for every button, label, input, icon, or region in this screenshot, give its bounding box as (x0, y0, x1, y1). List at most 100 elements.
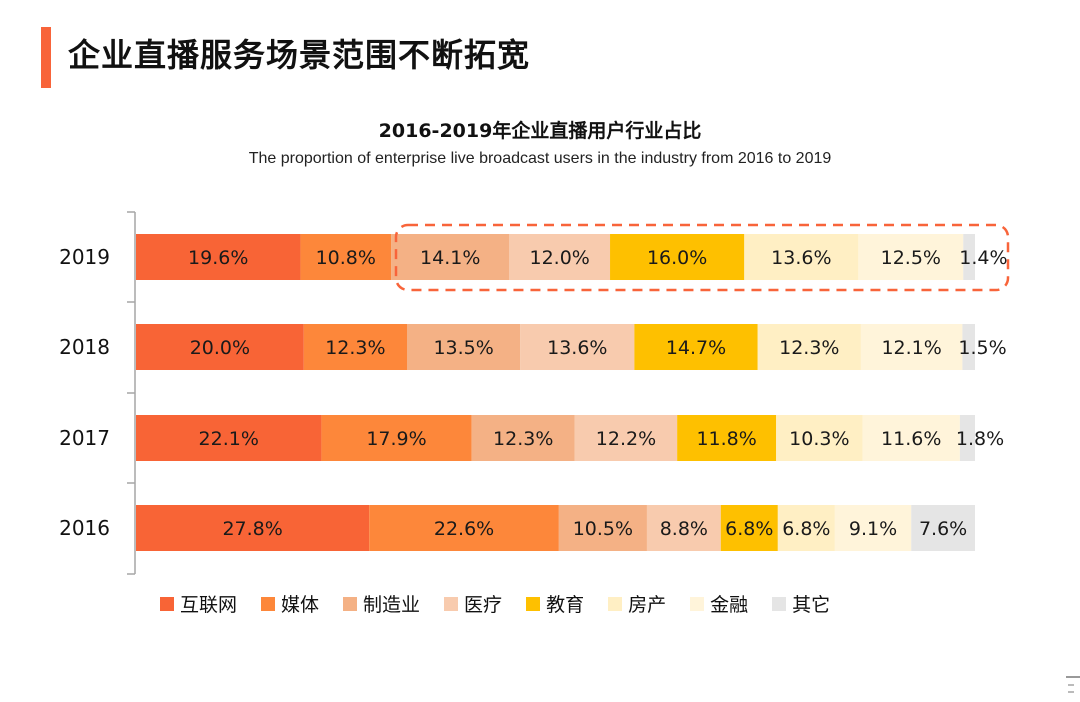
bar-segment-2018-1 (303, 324, 407, 370)
legend-label: 互联网 (180, 594, 238, 616)
legend-swatch (261, 596, 276, 611)
legend-label: 教育 (546, 594, 585, 616)
data-label-2019-7: 1.4% (959, 247, 1007, 269)
bar-segment-2017-3 (574, 415, 678, 461)
legend-item: 互联网 (160, 590, 237, 617)
legend-swatch (772, 596, 787, 611)
bar-segment-2016-4 (720, 505, 778, 551)
bar-segment-2018-2 (406, 324, 521, 370)
bar-segment-2017-6 (862, 415, 960, 461)
legend-label: 其它 (792, 594, 831, 616)
bar-segment-2017-0 (136, 415, 322, 461)
data-label-2019-3: 12.0% (530, 247, 590, 269)
bar-segment-2018-0 (136, 324, 304, 370)
data-label-2019-5: 13.6% (771, 247, 831, 269)
legend-item: 制造业 (343, 590, 420, 617)
data-label-2018-3: 13.6% (547, 337, 607, 359)
bar-segment-2019-1 (300, 234, 392, 280)
chart-subtitle: The proportion of enterprise live broadc… (248, 150, 832, 167)
data-label-2018-0: 20.0% (190, 337, 250, 359)
data-label-2018-7: 1.5% (958, 337, 1006, 359)
data-label-2018-6: 12.1% (881, 337, 941, 359)
data-label-2018-4: 14.7% (666, 337, 726, 359)
data-label-2019-2: 14.1% (420, 247, 480, 269)
data-label-2017-4: 11.8% (696, 428, 756, 450)
chart-title: 2016-2019年企业直播用户行业占比 (378, 120, 702, 142)
bar-segment-2019-0 (136, 234, 301, 280)
data-label-2019-0: 19.6% (188, 247, 248, 269)
legend-item: 金融 (690, 590, 748, 617)
category-label-2019: 2019 (59, 245, 110, 269)
data-label-2017-3: 12.2% (596, 428, 656, 450)
legend-item: 媒体 (261, 590, 319, 617)
legend-swatch (343, 596, 358, 611)
bar-segment-2019-6 (858, 234, 964, 280)
bar-segment-2016-6 (834, 505, 912, 551)
bar-segment-2019-3 (509, 234, 611, 280)
bar-segment-2016-5 (777, 505, 835, 551)
legend-label: 医疗 (464, 594, 503, 616)
legend-label: 金融 (710, 594, 749, 616)
corner-decoration (1066, 676, 1080, 678)
legend-item: 教育 (526, 590, 584, 617)
bar-segment-2017-7 (959, 415, 975, 461)
bar-segment-2017-4 (677, 415, 777, 461)
data-label-2018-2: 13.5% (433, 337, 493, 359)
legend-swatch (444, 596, 459, 611)
category-label-2017: 2017 (59, 426, 110, 450)
bar-segment-2018-5 (757, 324, 861, 370)
legend-swatch (526, 596, 541, 611)
bar-segment-2019-2 (391, 234, 510, 280)
bar-segment-2016-0 (136, 505, 370, 551)
bar-segment-2019-7 (963, 234, 975, 280)
bar-segment-2016-2 (558, 505, 647, 551)
legend-label: 制造业 (363, 594, 421, 616)
data-label-2018-5: 12.3% (779, 337, 839, 359)
category-label-2016: 2016 (59, 516, 110, 540)
data-label-2016-5: 6.8% (782, 518, 830, 540)
data-label-2017-1: 17.9% (366, 428, 426, 450)
bar-segment-2016-3 (646, 505, 721, 551)
data-label-2019-4: 16.0% (647, 247, 707, 269)
data-label-2017-2: 12.3% (493, 428, 553, 450)
legend-item: 其它 (772, 590, 830, 617)
bar-segment-2019-5 (744, 234, 859, 280)
bar-segment-2016-1 (369, 505, 559, 551)
legend-item: 医疗 (444, 590, 502, 617)
data-label-2016-3: 8.8% (660, 518, 708, 540)
bar-segment-2016-7 (911, 505, 975, 551)
data-label-2016-4: 6.8% (725, 518, 773, 540)
bar-segment-2017-5 (776, 415, 863, 461)
data-label-2016-6: 9.1% (849, 518, 897, 540)
category-label-2018: 2018 (59, 335, 110, 359)
data-label-2016-0: 27.8% (222, 518, 282, 540)
legend-label: 媒体 (281, 594, 320, 616)
corner-decoration (1068, 684, 1074, 686)
title-accent-bar (41, 27, 51, 88)
data-label-2017-0: 22.1% (199, 428, 259, 450)
data-label-2016-2: 10.5% (573, 518, 633, 540)
corner-decoration (1068, 691, 1074, 693)
legend-label: 房产 (628, 594, 667, 616)
legend-swatch (608, 596, 623, 611)
data-label-2016-7: 7.6% (919, 518, 967, 540)
data-label-2017-6: 11.6% (881, 428, 941, 450)
data-label-2019-1: 10.8% (316, 247, 376, 269)
data-label-2019-6: 12.5% (881, 247, 941, 269)
page-title: 企业直播服务场景范围不断拓宽 (68, 36, 531, 74)
bar-segment-2018-4 (634, 324, 758, 370)
data-label-2016-1: 22.6% (434, 518, 494, 540)
bar-segment-2018-7 (962, 324, 975, 370)
bar-segment-2017-1 (321, 415, 472, 461)
bar-segment-2018-3 (520, 324, 635, 370)
data-label-2017-7: 1.8% (956, 428, 1004, 450)
bar-segment-2019-4 (610, 234, 745, 280)
bar-segment-2018-6 (860, 324, 963, 370)
highlight-box (394, 223, 1010, 292)
chart-legend: 互联网 媒体 制造业 医疗 教育 房产 金融 其它 (160, 590, 854, 617)
legend-swatch (160, 596, 174, 611)
legend-swatch (690, 596, 705, 611)
data-label-2017-5: 10.3% (789, 428, 849, 450)
bar-segment-2017-2 (471, 415, 575, 461)
